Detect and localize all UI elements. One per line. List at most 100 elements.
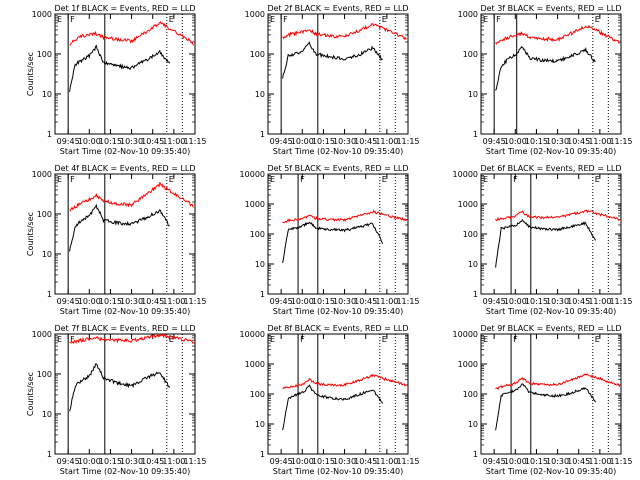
y-tick-label: 100 [250, 390, 265, 399]
y-tick-label: 1 [260, 290, 265, 299]
x-tick-label: 10:15 [99, 137, 122, 146]
plot-frame [267, 333, 409, 455]
x-tick-label: 10:00 [291, 297, 314, 306]
x-tick-label: 11:00 [162, 137, 185, 146]
marker-label: E [270, 175, 275, 184]
series-line-lld [69, 333, 194, 345]
series-line-events [69, 44, 171, 92]
series-line-lld [495, 373, 621, 391]
y-tick-label: 1000 [32, 330, 52, 339]
y-tick-label: 10000 [240, 170, 265, 179]
x-tick-label: 10:15 [312, 137, 335, 146]
x-axis-label: Start Time (02-Nov-10 09:35:40) [486, 467, 616, 476]
x-tick-label: 10:15 [99, 297, 122, 306]
series-line-events [495, 45, 596, 91]
marker-label: E [483, 335, 488, 344]
x-tick-label: 10:15 [525, 297, 548, 306]
y-tick-label: 10 [468, 420, 478, 429]
panel-4: Det 4f BLACK = Events, RED = LLD 1 10 100 10… [26, 164, 207, 316]
plot-frame [480, 173, 622, 295]
panel-5: Det 5f BLACK = Events, RED = LLD 1 10 100 10… [240, 164, 420, 316]
y-tick-label: 1 [47, 450, 52, 459]
series-line-events [282, 384, 384, 431]
marker-label: E [483, 175, 488, 184]
y-tick-label: 1 [473, 130, 478, 139]
marker-label: F [70, 335, 75, 344]
x-tick-label: 11:00 [375, 457, 398, 466]
x-tick-label: 10:00 [291, 137, 314, 146]
y-tick-label: 1000 [245, 10, 265, 19]
panel-title: Det 8f BLACK = Events, RED = LLD [267, 324, 408, 333]
x-axis-label: Start Time (02-Nov-10 09:35:40) [273, 307, 403, 316]
marker-label: E [57, 335, 62, 344]
x-tick-label: 11:00 [588, 137, 611, 146]
x-tick-label: 11:15 [396, 457, 419, 466]
x-tick-label: 10:00 [78, 457, 101, 466]
x-tick-label: 11:00 [588, 457, 611, 466]
marker-label: F [513, 335, 518, 344]
panel-title: Det 7f BLACK = Events, RED = LLD [54, 324, 195, 333]
y-axis-label: Counts/sec [26, 212, 35, 256]
marker-label: E [169, 335, 174, 344]
marker-label: E [382, 335, 387, 344]
y-tick-label: 100 [37, 50, 52, 59]
x-tick-label: 10:45 [141, 457, 164, 466]
panel-title: Det 5f BLACK = Events, RED = LLD [267, 164, 408, 173]
marker-label: E [595, 15, 600, 24]
marker-label: E [270, 335, 275, 344]
y-tick-label: 1000 [458, 10, 478, 19]
x-tick-label: 10:00 [78, 297, 101, 306]
x-tick-label: 10:15 [525, 137, 548, 146]
x-tick-label: 10:30 [120, 137, 143, 146]
x-tick-label: 10:00 [78, 137, 101, 146]
panel-title: Det 1f BLACK = Events, RED = LLD [54, 4, 195, 13]
series-line-lld [69, 21, 195, 46]
x-tick-label: 10:30 [546, 137, 569, 146]
y-tick-label: 1 [260, 450, 265, 459]
y-tick-label: 100 [37, 370, 52, 379]
panel-2: Det 2f BLACK = Events, RED = LLD 1 10 100 10… [245, 4, 420, 156]
x-tick-label: 10:30 [546, 297, 569, 306]
x-tick-label: 10:45 [141, 297, 164, 306]
marker-label: F [513, 175, 518, 184]
x-tick-label: 11:00 [375, 297, 398, 306]
plot-frame [267, 173, 409, 295]
y-tick-label: 100 [463, 50, 478, 59]
plot-frame [54, 173, 196, 295]
x-tick-label: 11:15 [396, 297, 419, 306]
series-line-events [69, 363, 171, 412]
x-axis-label: Start Time (02-Nov-10 09:35:40) [486, 147, 616, 156]
x-tick-label: 10:45 [354, 457, 377, 466]
x-tick-label: 10:00 [504, 297, 527, 306]
y-tick-label: 10 [42, 250, 52, 259]
series-line-lld [495, 209, 620, 222]
series-line-lld [69, 181, 194, 212]
series-line-events [282, 40, 383, 79]
x-tick-label: 10:30 [333, 457, 356, 466]
y-tick-label: 1 [47, 130, 52, 139]
panel-3: Det 3f BLACK = Events, RED = LLD 1 10 100 10… [458, 4, 633, 156]
x-axis-label: Start Time (02-Nov-10 09:35:40) [273, 147, 403, 156]
x-tick-label: 10:45 [567, 297, 590, 306]
panel-1: Det 1f BLACK = Events, RED = LLD 1 10 100 10… [26, 4, 207, 156]
y-tick-label: 1000 [458, 360, 478, 369]
marker-label: E [382, 15, 387, 24]
y-tick-label: 10000 [453, 170, 478, 179]
marker-label: F [70, 15, 75, 24]
x-tick-label: 10:30 [120, 297, 143, 306]
marker-label: E [57, 15, 62, 24]
panel-title: Det 6f BLACK = Events, RED = LLD [480, 164, 621, 173]
marker-label: E [382, 175, 387, 184]
panel-7: Det 7f BLACK = Events, RED = LLD 1 10 100 10… [26, 324, 207, 476]
y-tick-label: 10 [42, 410, 52, 419]
series-line-events [282, 221, 384, 264]
x-tick-label: 11:00 [162, 297, 185, 306]
x-tick-label: 10:45 [354, 297, 377, 306]
x-tick-label: 09:45 [57, 137, 80, 146]
series-line-events [495, 383, 597, 431]
x-tick-label: 11:15 [396, 137, 419, 146]
series-line-lld [495, 24, 620, 45]
y-tick-label: 100 [463, 230, 478, 239]
y-tick-label: 10 [255, 260, 265, 269]
